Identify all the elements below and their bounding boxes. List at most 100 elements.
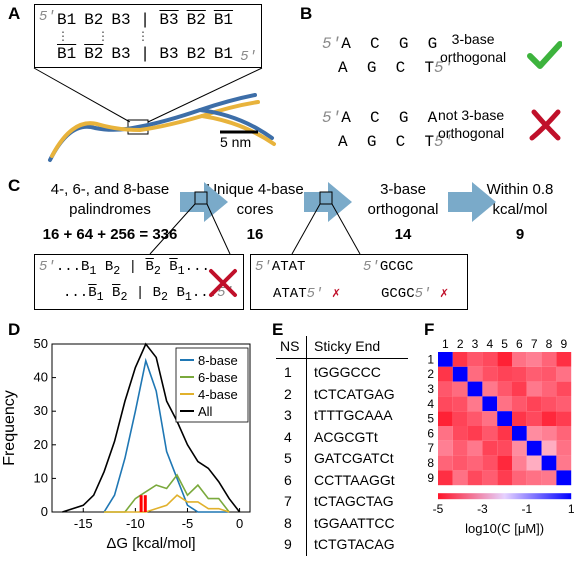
colorbar [438, 493, 572, 500]
inset2-seq-a-top: 5′ATAT [255, 259, 306, 275]
heatmap-cell [497, 411, 512, 426]
table-row-index: 6 [284, 471, 292, 488]
legend-label: 8-base [198, 353, 238, 368]
panel-label-d: D [8, 320, 21, 339]
heatmap-cell [452, 381, 468, 397]
table-row-sequence: tCTCATGAG [314, 385, 395, 402]
heatmap-col-label: 7 [531, 337, 538, 351]
table-row-sequence: tCTAGCTAG [314, 493, 394, 509]
panel-label-c: C [8, 176, 21, 195]
heatmap-cell [556, 455, 572, 471]
heatmap-col-label: 9 [560, 337, 567, 351]
table-row-sequence: tCTGTACAG [314, 536, 395, 552]
heatmap-cell [482, 470, 498, 486]
table-row-sequence: tGGAATTCC [314, 514, 395, 531]
heatmap-cell [512, 396, 527, 412]
heatmap-cell [526, 396, 542, 412]
legend-label: 4-base [198, 387, 238, 402]
heatmap-cell [438, 426, 453, 441]
heatmap-row-label: 9 [427, 471, 434, 485]
heatmap-cell [556, 411, 572, 426]
table-row-sequence: tTTTGCAAA [314, 407, 393, 423]
panel-label-e: E [272, 320, 284, 339]
table-header-ns: NS [280, 338, 300, 354]
y-tick-label: 50 [34, 336, 48, 351]
table-row-index: 8 [284, 514, 292, 531]
heatmap-col-label: 5 [501, 337, 508, 351]
heatmap-cell [556, 440, 572, 456]
orthogonal-label: 3-base orthogonal [440, 31, 507, 65]
heatmap-row-label: 7 [427, 441, 434, 455]
y-tick-label: 40 [34, 370, 48, 385]
cross-icon [209, 269, 237, 297]
table-row-index: 3 [284, 407, 292, 423]
heatmap-cell [526, 411, 542, 426]
heatmap-row-label: 1 [427, 352, 434, 366]
inset1-bottom-strand: ...B1 B2 | B2 B1...5′ [63, 285, 234, 304]
panel-label-f: F [424, 320, 435, 339]
heatmap-cell [512, 426, 527, 441]
table-row-index: 4 [284, 428, 292, 445]
highlight-bar [143, 495, 147, 512]
heatmap-cell [556, 381, 572, 397]
inset2-seq-b-bottom: GCGC5′ ✗ [381, 286, 449, 302]
palindrome-pairing-dots: ⋮⋮⋮ [57, 30, 177, 44]
heatmap-cell [482, 366, 498, 382]
plot-frame [51, 343, 251, 513]
non-orthogonal-label: not 3-base orthogonal [438, 107, 505, 141]
y-axis-label: Frequency [1, 390, 18, 466]
highlight-bar [139, 495, 143, 512]
heatmap-cell [512, 381, 527, 397]
heatmap-cell [512, 440, 527, 456]
heatmap-cell [482, 440, 498, 456]
heatmap-cell [467, 455, 483, 471]
heatmap-cell [541, 455, 557, 471]
step3-count: 14 [394, 226, 412, 243]
heatmap-cell [526, 455, 542, 471]
legend-label: All [198, 404, 213, 419]
five-prime-label-2: 5′ [240, 49, 257, 65]
table-row-index: 5 [284, 450, 292, 466]
heatmap-cell [556, 470, 572, 486]
dna-helix-strand-blue [48, 93, 257, 162]
heatmap-col-label: 1 [442, 337, 449, 351]
heatmap-cell [526, 352, 542, 367]
heatmap-cell [438, 366, 453, 382]
table-header-rule [276, 358, 408, 359]
heatmap-cell [438, 352, 453, 367]
heatmap-cell [467, 352, 483, 367]
heatmap-cell [452, 352, 468, 367]
series-line-8-base [103, 357, 230, 513]
heatmap-cell [497, 366, 512, 382]
series-line-6-base [104, 473, 230, 513]
heatmap-cell [438, 440, 453, 456]
x-tick-label: 0 [236, 516, 243, 531]
heatmap-cell [467, 440, 483, 456]
heatmap-cell [467, 426, 483, 441]
step3-text: 3-base orthogonal [367, 181, 439, 218]
palindrome-bottom-strand: B1 B2 B3 | B3 B2 B1 [57, 45, 234, 63]
dna-structure-illustration [33, 67, 276, 162]
arrow-1 [180, 182, 228, 222]
scale-bar-label: 5 nm [220, 134, 252, 150]
heatmap-col-label: 2 [457, 337, 464, 351]
heatmap-cell [512, 455, 527, 471]
heatmap-cell [556, 426, 572, 441]
table-row-index: 9 [284, 536, 292, 552]
heatmap-col-label: 8 [546, 337, 553, 351]
table-row-index: 7 [284, 493, 292, 509]
heatmap-cell [541, 440, 557, 456]
heatmap-cell [452, 411, 468, 426]
heatmap-row-label: 8 [427, 456, 434, 470]
heatmap-cell [512, 366, 527, 382]
heatmap-cell [438, 455, 453, 471]
inset1-top-strand: 5′...B1 B2 | B2 B1... [39, 259, 210, 278]
y-tick-label: 10 [34, 470, 48, 485]
heatmap-row-label: 4 [427, 397, 434, 411]
table-row-sequence: ACGCGTt [314, 428, 378, 445]
arrow-3 [448, 182, 496, 222]
colorbar-tick-label: 1 [568, 502, 575, 516]
heatmap-cell [467, 381, 483, 397]
heatmap-cell [526, 366, 542, 382]
